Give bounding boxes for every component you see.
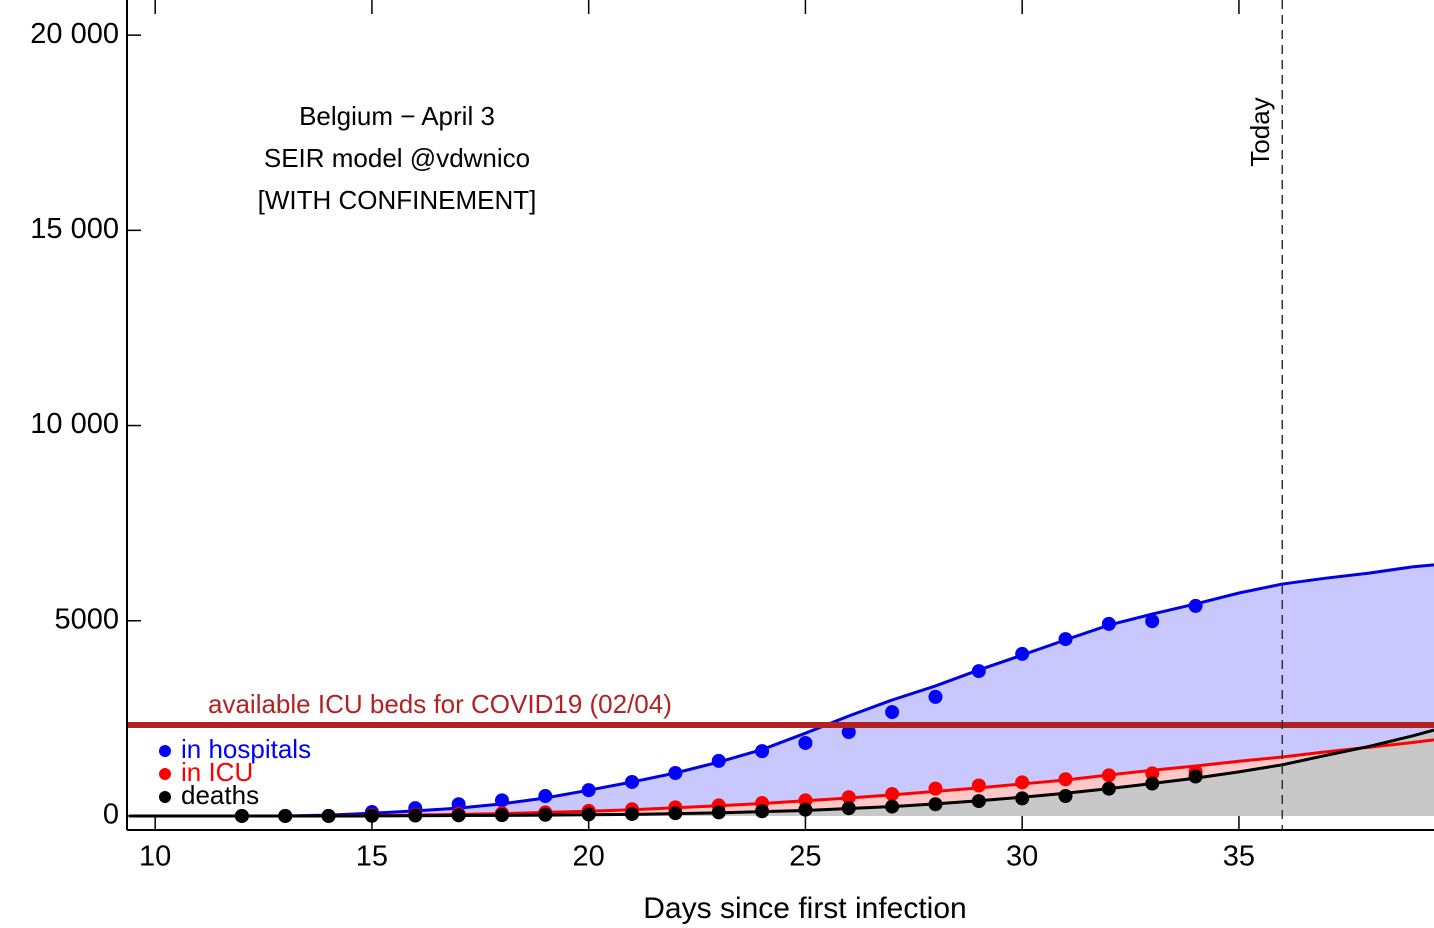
y-tick-label: 0 — [103, 799, 119, 831]
data-point — [278, 808, 293, 823]
data-point — [581, 807, 596, 822]
today-label: Today — [1245, 97, 1275, 166]
data-point — [928, 781, 943, 796]
data-point — [971, 664, 986, 679]
y-tick-label: 10 000 — [30, 408, 119, 440]
data-point — [668, 766, 683, 781]
legend-label: in ICU — [181, 757, 253, 787]
data-point — [1015, 646, 1030, 661]
y-tick-label: 15 000 — [30, 213, 119, 245]
data-point — [1015, 775, 1030, 790]
data-point — [494, 793, 509, 808]
legend-label: in hospitals — [181, 734, 311, 764]
data-point — [885, 705, 900, 720]
data-point — [798, 735, 813, 750]
x-tick-label: 10 — [139, 841, 171, 873]
data-point — [1058, 632, 1073, 647]
data-point — [928, 689, 943, 704]
data-point — [1145, 614, 1160, 629]
y-tick-label: 5000 — [54, 603, 119, 635]
data-point — [1058, 789, 1073, 804]
x-axis-label: Days since first infection — [643, 892, 966, 925]
legend-marker — [159, 745, 171, 757]
data-point — [841, 801, 856, 816]
data-point — [711, 805, 726, 820]
x-tick-label: 20 — [573, 841, 605, 873]
data-point — [885, 799, 900, 814]
data-point — [755, 744, 770, 759]
data-point — [625, 806, 640, 821]
data-point — [451, 808, 466, 823]
data-point — [364, 808, 379, 823]
data-point — [581, 783, 596, 798]
data-point — [538, 807, 553, 822]
x-tick-label: 25 — [789, 841, 821, 873]
annotation: Belgium − April 3 — [299, 101, 495, 131]
data-point — [1188, 598, 1203, 613]
reference-label: available ICU beds for COVID19 (02/04) — [208, 689, 672, 719]
data-point — [408, 808, 423, 823]
data-point — [538, 789, 553, 804]
y-tick-label: 20 000 — [30, 18, 119, 50]
data-point — [494, 808, 509, 823]
model-line — [129, 728, 1434, 818]
annotation: SEIR model @vdwnico — [264, 143, 530, 173]
data-point — [971, 794, 986, 809]
data-point — [1145, 766, 1160, 781]
data-point — [1058, 772, 1073, 787]
x-tick-label: 15 — [356, 841, 388, 873]
data-point — [885, 787, 900, 802]
data-point — [798, 802, 813, 817]
legend-marker — [159, 791, 171, 803]
data-point — [755, 804, 770, 819]
legend-label: deaths — [181, 780, 259, 810]
data-point — [971, 778, 986, 793]
data-point — [1188, 769, 1203, 784]
data-point — [668, 806, 683, 821]
data-point — [1015, 791, 1030, 806]
data-point — [451, 797, 466, 812]
data-point — [1101, 768, 1116, 783]
data-point — [1101, 616, 1116, 631]
data-point — [234, 808, 249, 823]
data-point — [841, 725, 856, 740]
legend-marker — [159, 768, 171, 780]
data-point — [928, 797, 943, 812]
data-point — [321, 808, 336, 823]
data-point — [625, 774, 640, 789]
data-point — [711, 753, 726, 768]
data-point — [1101, 781, 1116, 796]
data-point — [1145, 776, 1160, 791]
x-tick-label: 35 — [1223, 841, 1255, 873]
annotation: [WITH CONFINEMENT] — [258, 185, 537, 215]
data-point — [841, 790, 856, 805]
x-tick-label: 30 — [1006, 841, 1038, 873]
